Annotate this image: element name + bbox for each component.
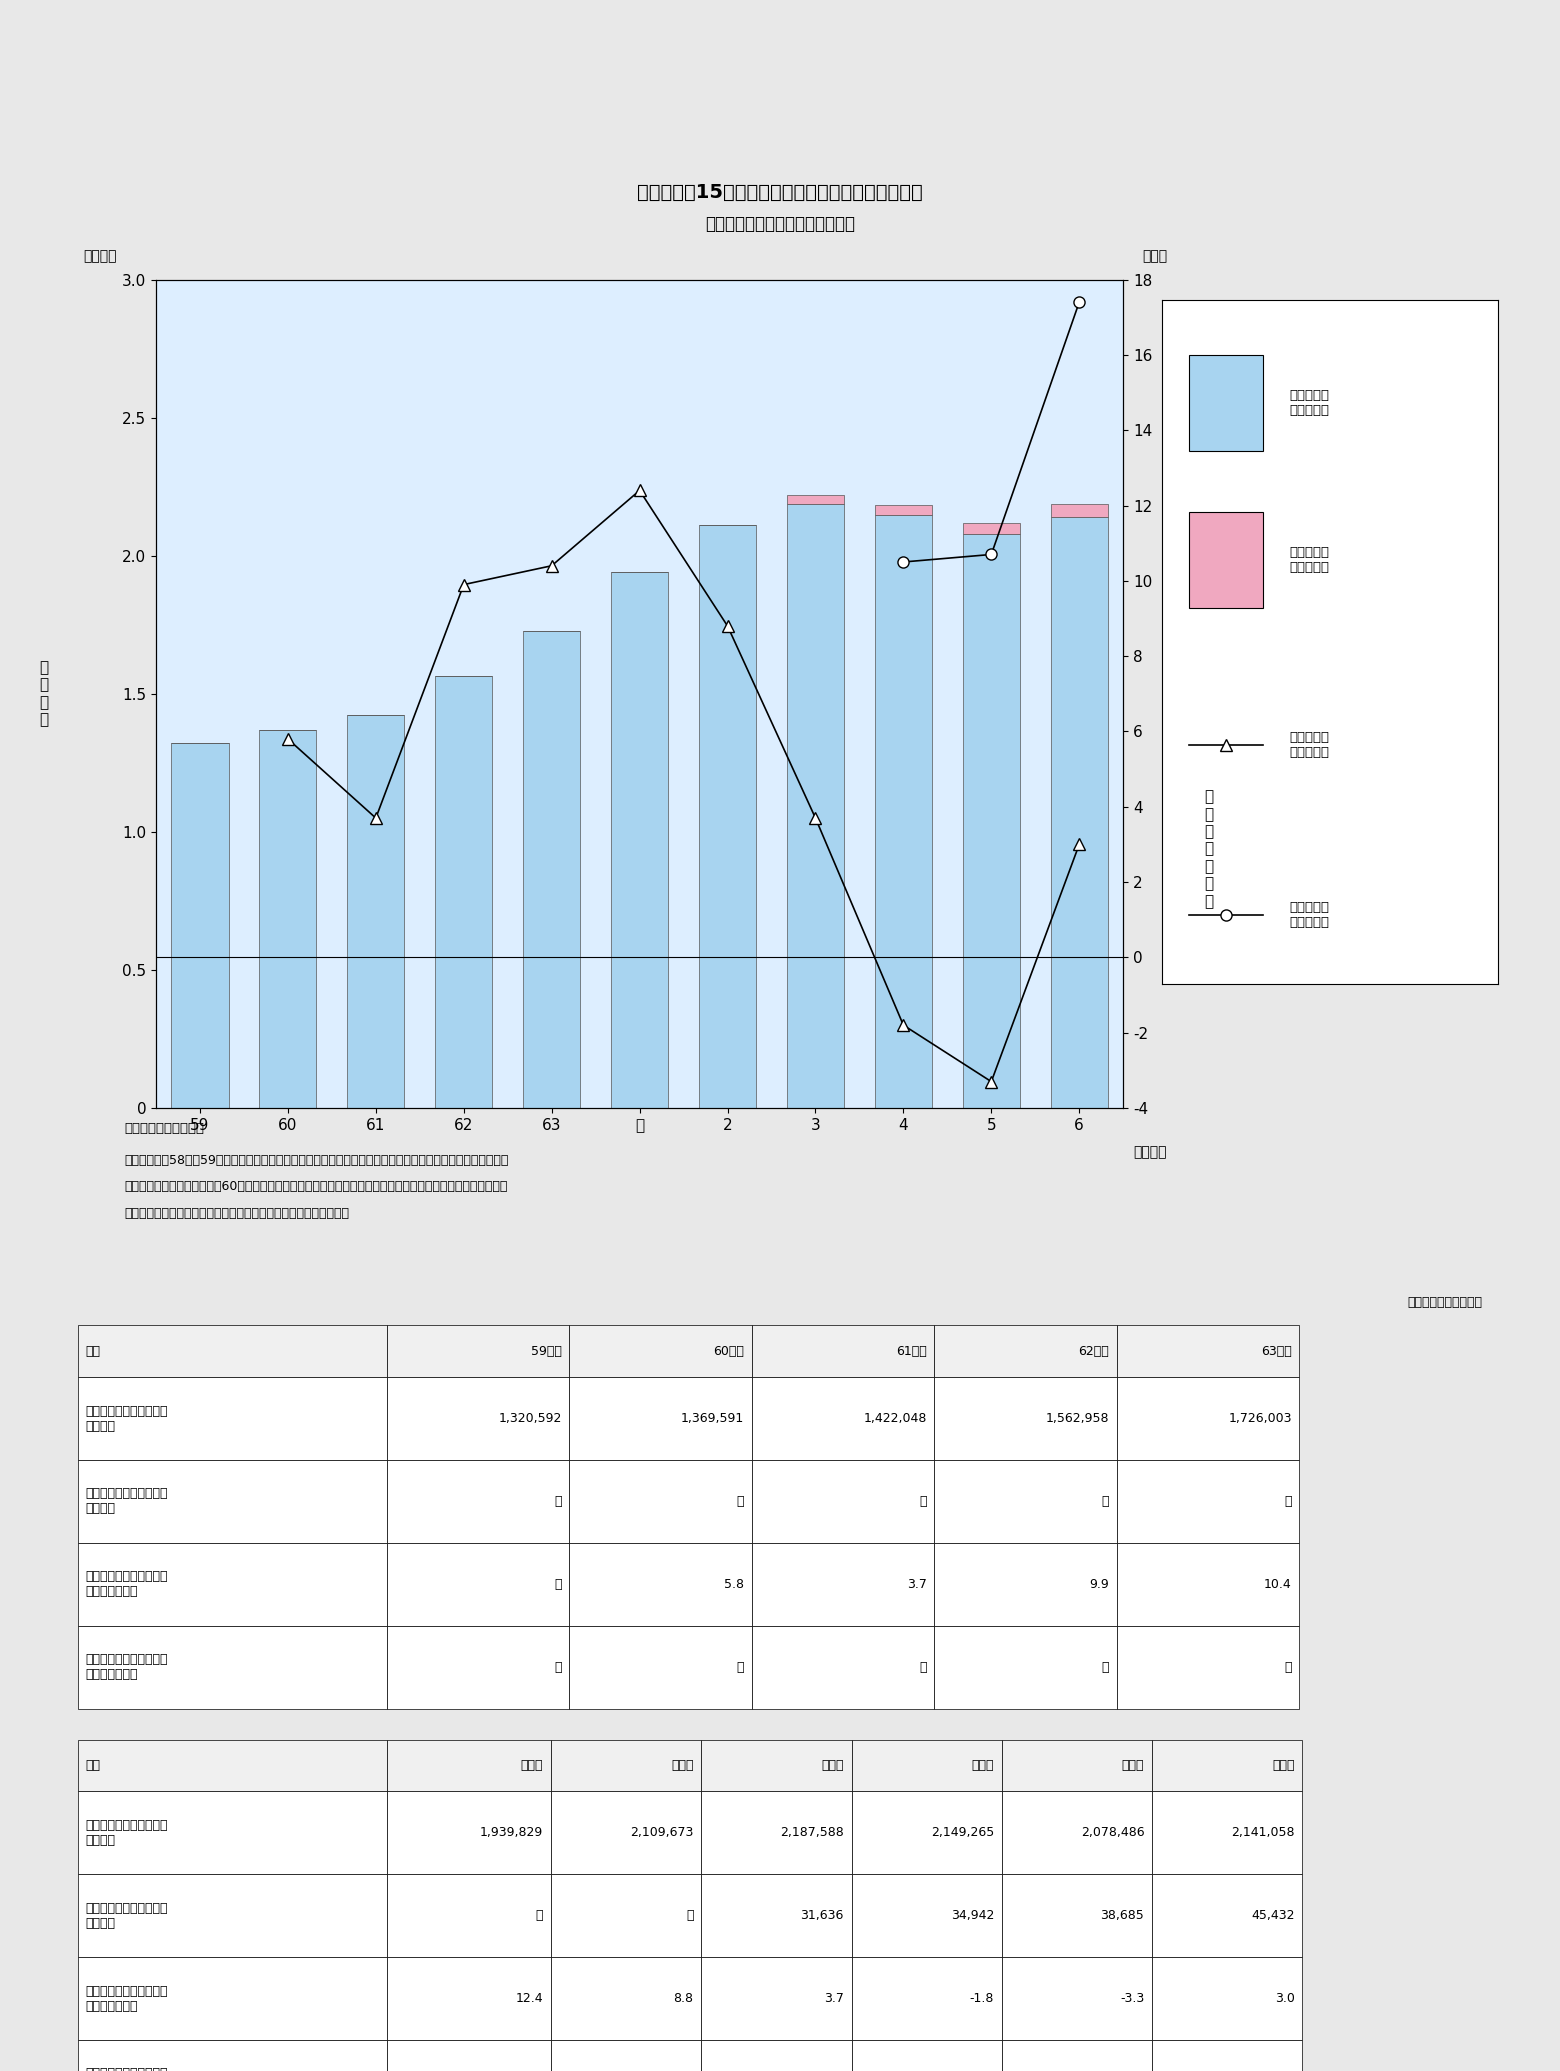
Text: （兆円）: （兆円） [84, 249, 117, 263]
Bar [259, 729, 317, 1108]
Text: 62年度: 62年度 [1078, 1344, 1109, 1359]
Bar [699, 526, 757, 1108]
Text: （注）　昭和58年、59年の数値は、地上系のラジオ・テレビジョン兼営社、テレビジョン単営社、ラジオ単営: （注） 昭和58年、59年の数値は、地上系のラジオ・テレビジョン兼営社、テレビジ… [125, 1154, 509, 1166]
Text: 2,109,673: 2,109,673 [630, 1827, 694, 1839]
Text: 対
前
年
度
増
減
率: 対 前 年 度 増 減 率 [1204, 789, 1214, 909]
Text: 1,939,829: 1,939,829 [480, 1827, 543, 1839]
Text: 12.4: 12.4 [516, 1992, 543, 2005]
Text: （年度）: （年度） [1133, 1145, 1167, 1160]
Bar [875, 505, 931, 514]
Text: 9.9: 9.9 [1089, 1578, 1109, 1591]
Bar [786, 503, 844, 1108]
Text: －: － [1101, 1661, 1109, 1673]
Text: 1,726,003: 1,726,003 [1228, 1412, 1292, 1425]
Text: ５年度: ５年度 [1122, 1758, 1145, 1773]
Text: 2,141,058: 2,141,058 [1231, 1827, 1295, 1839]
Text: 1,369,591: 1,369,591 [680, 1412, 744, 1425]
Text: ６年度: ６年度 [1271, 1758, 1295, 1773]
Text: 衛星系民間放送事業者の
営業収益: 衛星系民間放送事業者の 営業収益 [86, 1487, 168, 1516]
Bar [612, 572, 668, 1108]
Bar [1051, 503, 1108, 518]
Text: 衛星系民間
放送事業者: 衛星系民間 放送事業者 [1290, 901, 1329, 930]
Text: 第１－２－15図　民間放送事業者の営業収益の推移: 第１－２－15図 民間放送事業者の営業収益の推移 [636, 182, 924, 203]
Bar [1189, 354, 1264, 451]
Text: －: － [1284, 1495, 1292, 1508]
Text: ン単営社、音声放送単営社を加えた営業収益の合計である。: ン単営社、音声放送単営社を加えた営業収益の合計である。 [125, 1207, 349, 1220]
Bar [1189, 512, 1264, 609]
Text: 59年度: 59年度 [530, 1344, 562, 1359]
Text: 38,685: 38,685 [1100, 1909, 1145, 1922]
Text: ２年度: ２年度 [671, 1758, 694, 1773]
Text: 1,320,592: 1,320,592 [498, 1412, 562, 1425]
Bar [435, 677, 493, 1108]
Text: 2,187,588: 2,187,588 [780, 1827, 844, 1839]
Text: －: － [686, 1909, 694, 1922]
Text: 営
業
収
益: 営 業 収 益 [39, 661, 48, 727]
Bar [963, 534, 1020, 1108]
Text: －: － [736, 1495, 744, 1508]
Text: 地上系民間放送事業者の
対前年度増減率: 地上系民間放送事業者の 対前年度増減率 [86, 1570, 168, 1599]
Text: 63年度: 63年度 [1260, 1344, 1292, 1359]
Text: 3.7: 3.7 [824, 1992, 844, 2005]
Text: －: － [919, 1661, 927, 1673]
Bar [1051, 518, 1108, 1108]
Text: ３年度: ３年度 [821, 1758, 844, 1773]
Text: 地上系民間
放送事業者: 地上系民間 放送事業者 [1290, 389, 1329, 416]
Text: 1,422,048: 1,422,048 [863, 1412, 927, 1425]
Text: 社の営業収益の合計。60年度からは、さらに地上系の文字放送単営社、３年度からは衛星系のテレビジョ: 社の営業収益の合計。60年度からは、さらに地上系の文字放送単営社、３年度からは衛… [125, 1180, 509, 1193]
Text: 8.8: 8.8 [674, 1992, 694, 2005]
Text: －: － [554, 1495, 562, 1508]
Text: 61年度: 61年度 [895, 1344, 927, 1359]
Text: 45,432: 45,432 [1251, 1909, 1295, 1922]
Text: －: － [919, 1495, 927, 1508]
Bar [348, 714, 404, 1108]
Text: ４年度: ４年度 [972, 1758, 994, 1773]
Text: 2,078,486: 2,078,486 [1081, 1827, 1145, 1839]
Text: -3.3: -3.3 [1120, 1992, 1145, 2005]
Text: 10.4: 10.4 [1264, 1578, 1292, 1591]
Text: 2,149,265: 2,149,265 [931, 1827, 994, 1839]
Text: 3.7: 3.7 [906, 1578, 927, 1591]
Text: 地上系民間放送事業者の
対前年度増減率: 地上系民間放送事業者の 対前年度増減率 [86, 1984, 168, 2013]
Bar [963, 524, 1020, 534]
Text: －: － [1284, 1661, 1292, 1673]
Text: 年度: 年度 [86, 1344, 101, 1359]
Text: 郵政省資料により作成: 郵政省資料により作成 [125, 1122, 204, 1135]
Text: 衛星系民間放送事業者の
営業収益: 衛星系民間放送事業者の 営業収益 [86, 1901, 168, 1930]
Text: 31,636: 31,636 [800, 1909, 844, 1922]
Text: 衛星系民間放送事業者の
対前年度増減率: 衛星系民間放送事業者の 対前年度増減率 [86, 1653, 168, 1682]
Bar [786, 495, 844, 503]
Text: 地上系民間放送事業者の
営業収益: 地上系民間放送事業者の 営業収益 [86, 1404, 168, 1433]
Text: 34,942: 34,942 [950, 1909, 994, 1922]
Text: －: － [1101, 1495, 1109, 1508]
Bar [875, 514, 931, 1108]
Text: 地上系民間放送事業者の
営業収益: 地上系民間放送事業者の 営業収益 [86, 1818, 168, 1847]
Text: 衛星系民間
放送事業者: 衛星系民間 放送事業者 [1290, 547, 1329, 574]
Text: 5.8: 5.8 [724, 1578, 744, 1591]
Text: 地上系民間
放送事業者: 地上系民間 放送事業者 [1290, 731, 1329, 758]
Text: －: － [736, 1661, 744, 1673]
Text: 3.0: 3.0 [1275, 1992, 1295, 2005]
Text: －: － [554, 1661, 562, 1673]
Text: 1,562,958: 1,562,958 [1045, 1412, 1109, 1425]
Bar [523, 632, 580, 1108]
Text: （営業収益及び対前年度増減率）: （営業収益及び対前年度増減率） [705, 215, 855, 232]
Text: －: － [554, 1578, 562, 1591]
Text: 元年度: 元年度 [521, 1758, 543, 1773]
Text: 年度: 年度 [86, 1758, 101, 1773]
Text: －: － [535, 1909, 543, 1922]
Text: 60年度: 60年度 [713, 1344, 744, 1359]
Text: （％）: （％） [1142, 249, 1168, 263]
Text: -1.8: -1.8 [970, 1992, 994, 2005]
Text: （単位：百万円、％）: （単位：百万円、％） [1407, 1296, 1482, 1309]
Bar [172, 743, 228, 1108]
Text: 衛星系民間放送事業者の
対前年度増減率: 衛星系民間放送事業者の 対前年度増減率 [86, 2067, 168, 2071]
